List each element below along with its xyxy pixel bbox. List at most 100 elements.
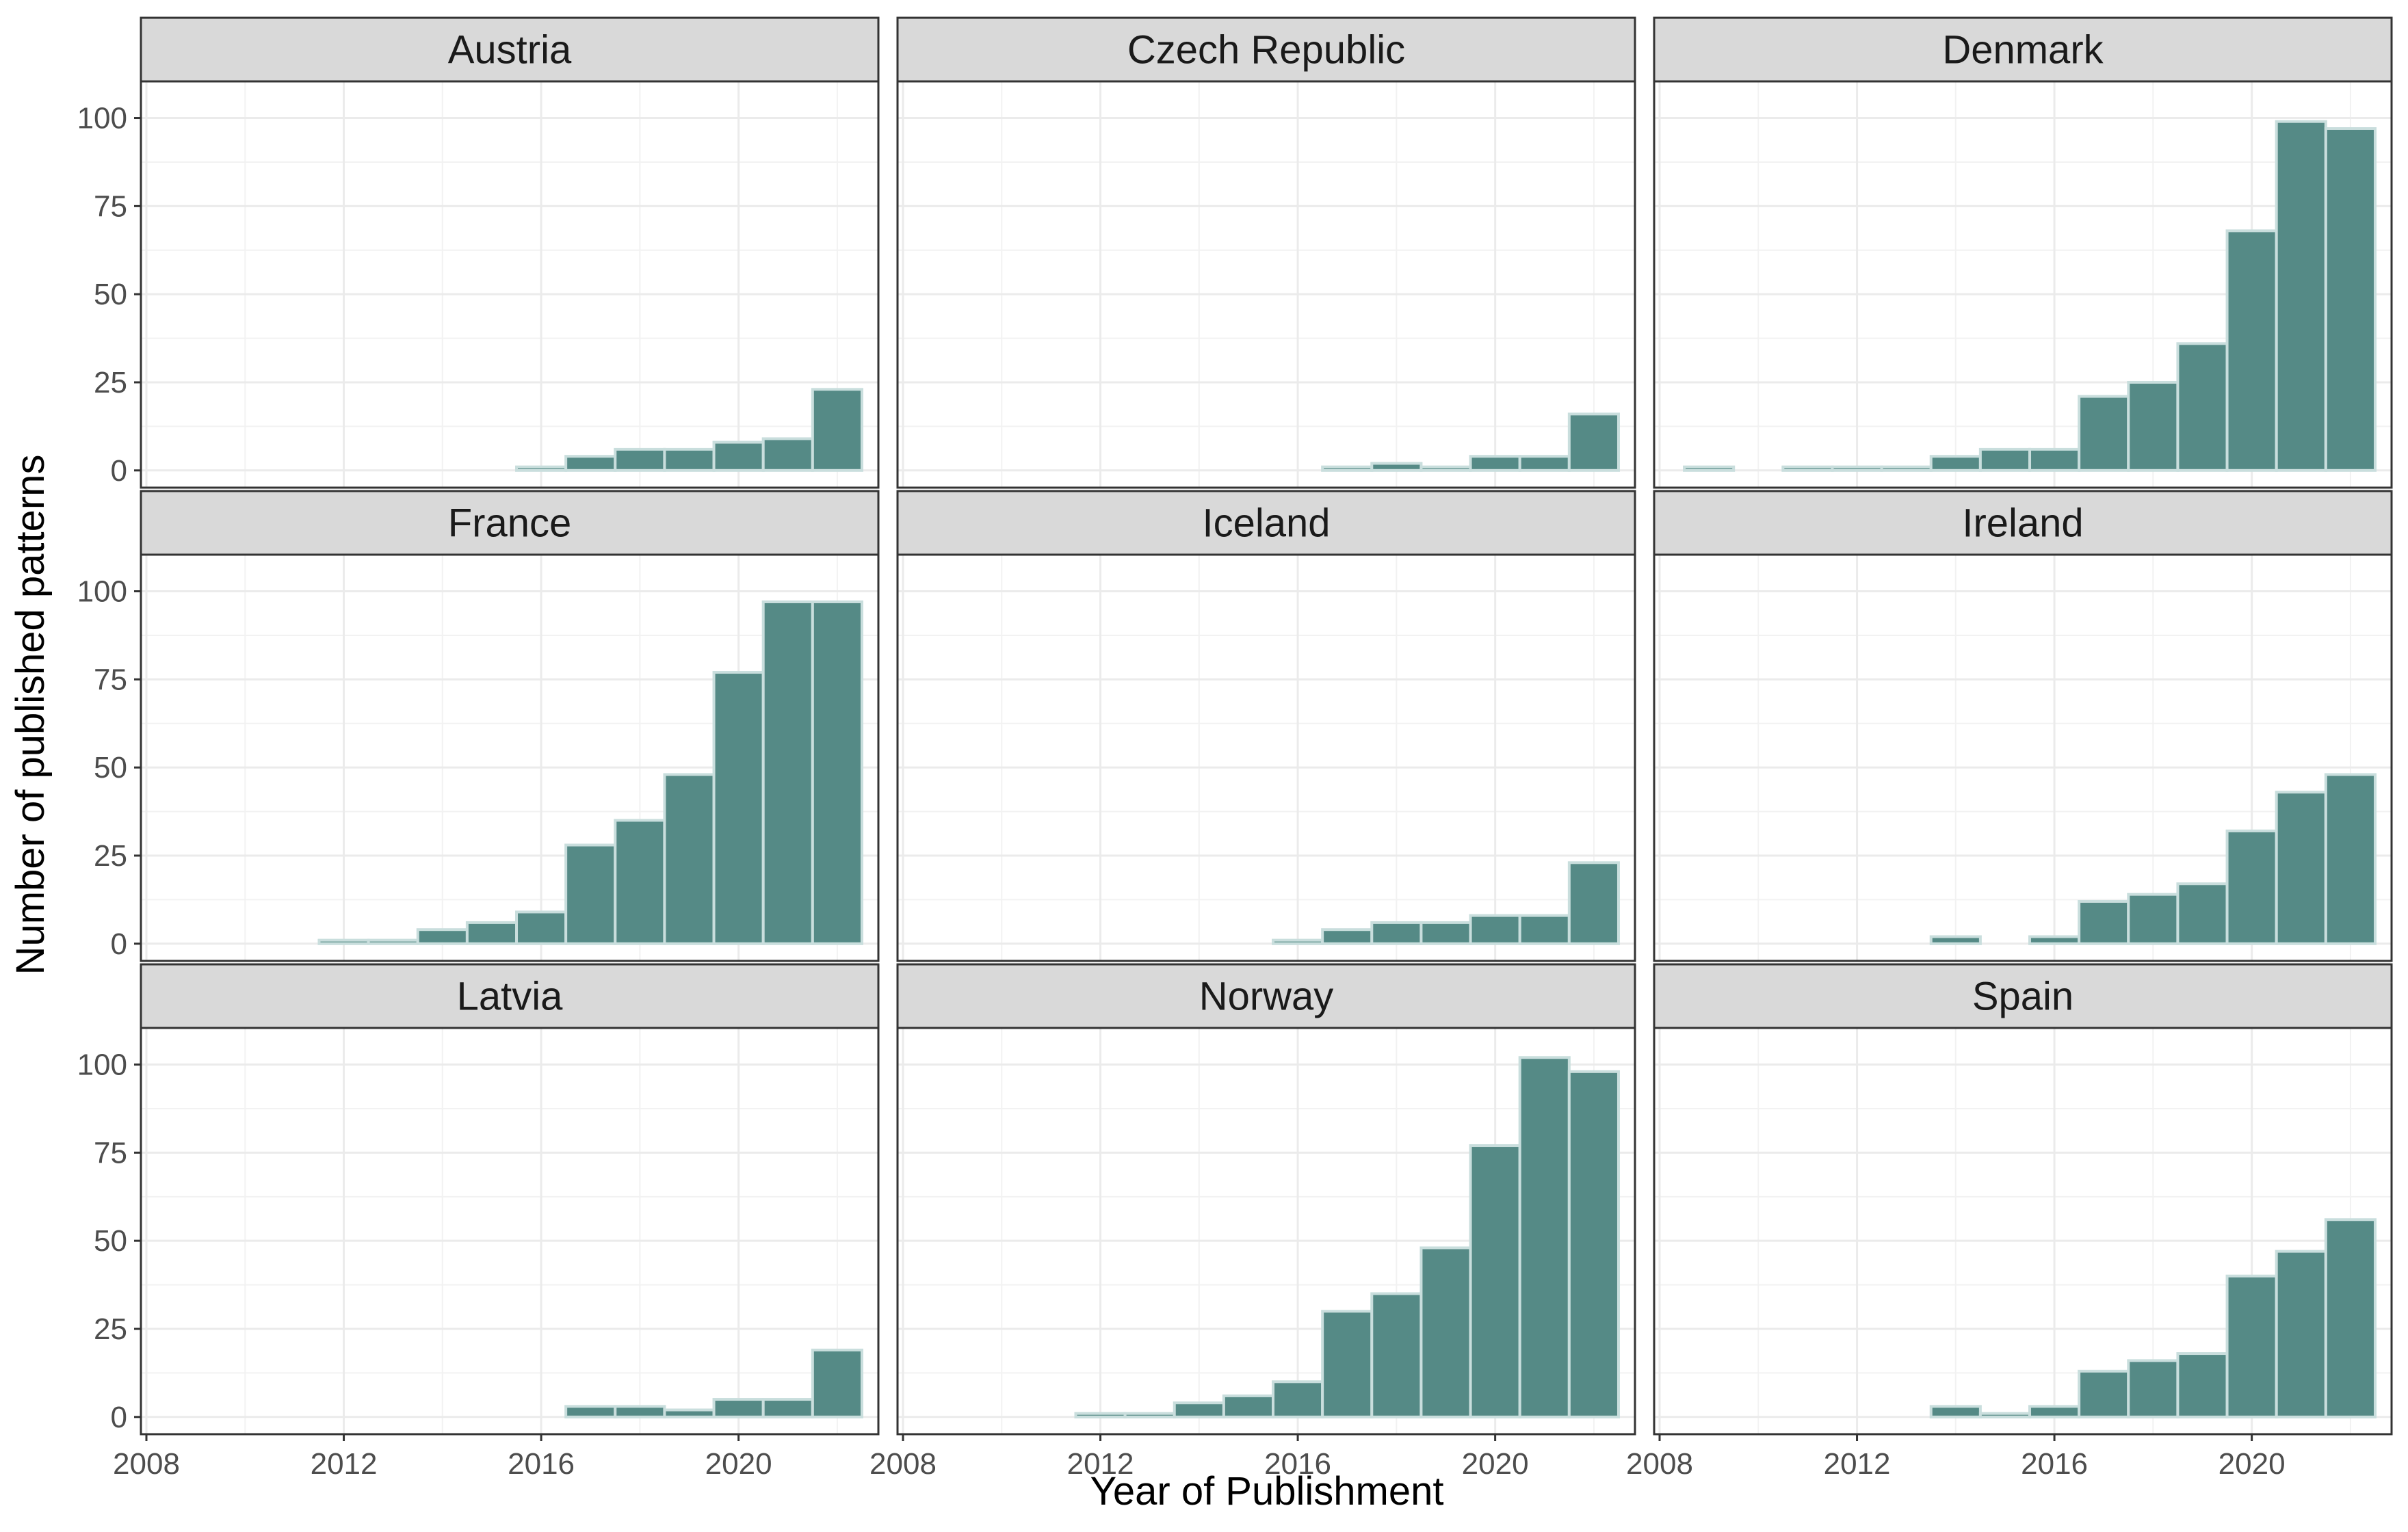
facet-strip-label: Spain bbox=[1972, 975, 2073, 1019]
facet-strip bbox=[1653, 963, 2393, 1029]
panel-border bbox=[140, 1027, 880, 1436]
bar bbox=[1222, 1394, 1275, 1418]
bar bbox=[1370, 921, 1423, 945]
bar bbox=[2275, 120, 2327, 472]
facet-strip bbox=[140, 963, 880, 1029]
panel-border bbox=[896, 553, 1636, 962]
facet-panel: Denmark bbox=[1653, 16, 2393, 489]
bar bbox=[1567, 1070, 1620, 1418]
axis-ticks: 0 25 50 75 100 0 25 50 75 100 0 25 50 75 100 2008 2012 20… bbox=[77, 102, 2286, 1481]
bar bbox=[1272, 1380, 1324, 1418]
y-tick-label: 25 bbox=[94, 839, 127, 873]
panel-border bbox=[1653, 1027, 2393, 1436]
x-tick-label: 2012 bbox=[311, 1447, 378, 1481]
y-tick-label: 25 bbox=[94, 366, 127, 399]
bar bbox=[811, 600, 863, 945]
panel-border bbox=[1653, 553, 2393, 962]
bar bbox=[811, 388, 863, 472]
panel-border bbox=[896, 80, 1636, 489]
bar bbox=[1370, 462, 1423, 472]
bar bbox=[2324, 127, 2377, 472]
bar bbox=[1781, 465, 1834, 472]
bar bbox=[2127, 380, 2180, 472]
bar bbox=[1880, 465, 1933, 472]
x-tick-label: 2008 bbox=[869, 1447, 937, 1481]
y-tick-label: 50 bbox=[94, 751, 127, 784]
bar bbox=[317, 938, 370, 945]
bar bbox=[1683, 465, 1736, 472]
facet-strip bbox=[896, 16, 1636, 83]
x-tick-label: 2020 bbox=[2219, 1447, 2286, 1481]
bar bbox=[465, 921, 519, 945]
bar bbox=[1419, 465, 1472, 472]
bar bbox=[367, 938, 419, 945]
facet-panel: Czech Republic bbox=[896, 16, 1636, 489]
facet-panel: Austria bbox=[140, 16, 880, 489]
y-tick-label: 0 bbox=[111, 927, 127, 961]
x-tick-label: 2020 bbox=[1462, 1447, 1529, 1481]
bar bbox=[564, 843, 617, 945]
y-tick-label: 25 bbox=[94, 1312, 127, 1346]
bar bbox=[1321, 928, 1374, 945]
bar bbox=[712, 671, 765, 945]
bar bbox=[2028, 1405, 2081, 1418]
x-tick-label: 2016 bbox=[1264, 1447, 1331, 1481]
bar bbox=[2078, 899, 2130, 945]
facet-panel: Iceland bbox=[896, 490, 1636, 962]
facet-strip bbox=[140, 16, 880, 83]
facet-strip-label: France bbox=[448, 501, 572, 546]
bar bbox=[663, 1408, 716, 1418]
y-tick-label: 0 bbox=[111, 454, 127, 488]
bar bbox=[1469, 1144, 1521, 1418]
bar bbox=[2127, 1359, 2180, 1418]
bar bbox=[1469, 455, 1521, 472]
bar bbox=[1567, 861, 1620, 945]
bar bbox=[712, 1398, 765, 1418]
bar bbox=[416, 928, 469, 945]
x-tick-label: 2012 bbox=[1824, 1447, 1891, 1481]
facet-strip-label: Norway bbox=[1199, 975, 1334, 1019]
facet-panel: Ireland bbox=[1653, 490, 2393, 962]
bar bbox=[2028, 447, 2081, 472]
bar bbox=[1929, 1405, 1982, 1418]
bar bbox=[614, 1405, 666, 1418]
bar bbox=[761, 437, 814, 472]
x-tick-label: 2008 bbox=[113, 1447, 180, 1481]
y-tick-label: 100 bbox=[77, 102, 127, 135]
bar bbox=[2078, 395, 2130, 472]
facet-strip-label: Latvia bbox=[457, 975, 564, 1019]
facet-strip bbox=[1653, 490, 2393, 556]
bar bbox=[2225, 1274, 2278, 1418]
bar bbox=[1978, 447, 2032, 472]
facet-panel: Spain bbox=[1653, 963, 2393, 1436]
y-axis-title: Number of published patterns bbox=[8, 455, 53, 975]
panel-background bbox=[898, 81, 1635, 488]
bar bbox=[614, 819, 666, 945]
x-axis-title: Year of Publishment bbox=[1090, 1469, 1444, 1514]
bar bbox=[1272, 938, 1324, 945]
facet-panel: Latvia bbox=[140, 963, 880, 1436]
bar bbox=[1074, 1412, 1127, 1418]
bar bbox=[2225, 829, 2278, 945]
panel-border bbox=[140, 553, 880, 962]
bar bbox=[663, 447, 716, 472]
bar bbox=[2078, 1369, 2130, 1418]
facet-strip-label: Iceland bbox=[1202, 501, 1330, 546]
bar bbox=[761, 600, 814, 945]
bar bbox=[1321, 465, 1374, 472]
panel-background bbox=[141, 81, 878, 488]
bar bbox=[1419, 921, 1472, 945]
panel-background bbox=[898, 555, 1635, 961]
bar bbox=[1929, 455, 1982, 472]
bar bbox=[1518, 1056, 1571, 1418]
bar bbox=[2275, 1250, 2327, 1418]
bar bbox=[1173, 1401, 1225, 1418]
x-tick-label: 2020 bbox=[705, 1447, 772, 1481]
y-tick-label: 0 bbox=[111, 1401, 127, 1434]
facet-strip-label: Austria bbox=[448, 28, 572, 72]
bar bbox=[1469, 914, 1521, 945]
bar bbox=[515, 465, 568, 472]
bar bbox=[2176, 1352, 2229, 1418]
bar bbox=[1929, 935, 1982, 945]
